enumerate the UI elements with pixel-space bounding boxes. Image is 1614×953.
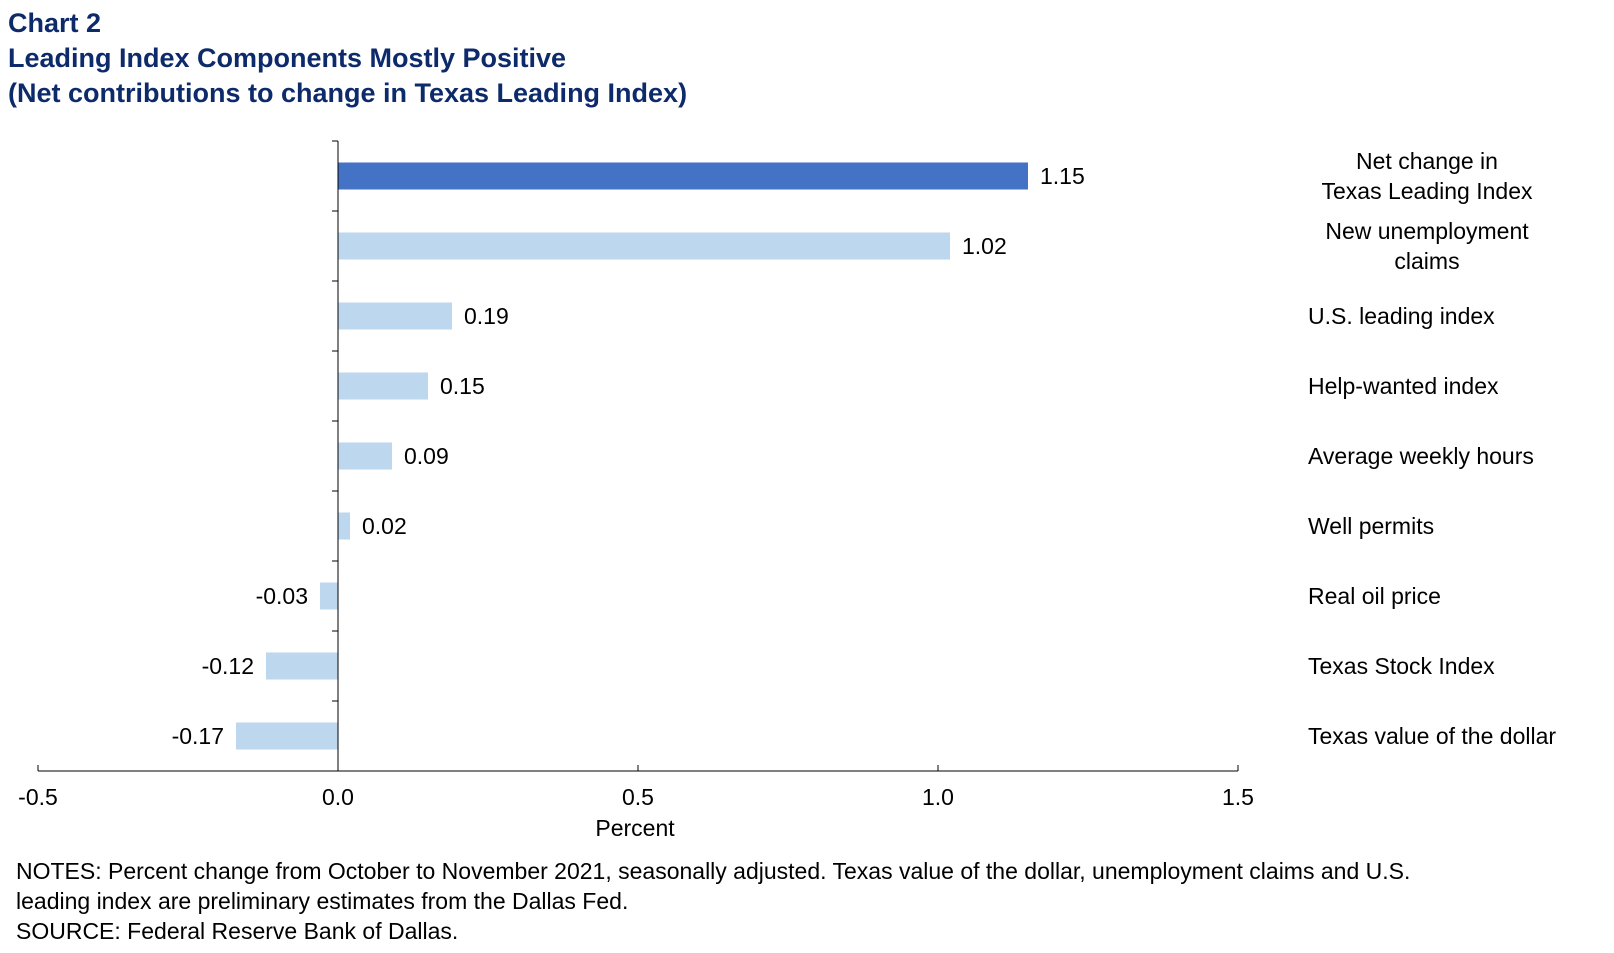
axis-layer: -0.5 0.0 0.5 1.0 1.5 (18, 140, 1254, 810)
bar-6 (320, 582, 338, 610)
data-label-6: -0.03 (256, 583, 308, 609)
category-label-line: Texas Leading Index (1322, 178, 1533, 204)
labels-layer: 1.15 Net change in Texas Leading Index 1.02… (172, 148, 1557, 749)
chart-number: Chart 2 (8, 8, 102, 38)
chart-title-block: Chart 2 Leading Index Components Mostly … (8, 6, 687, 111)
category-label-6: Real oil price (1308, 583, 1441, 609)
category-label-line: Real oil price (1308, 583, 1441, 609)
category-label-line: Texas Stock Index (1308, 653, 1495, 679)
category-label-3: Help-wanted index (1308, 373, 1499, 399)
category-label-line: Average weekly hours (1308, 443, 1534, 469)
notes-line-1: NOTES: Percent change from October to No… (16, 858, 1411, 884)
data-label-2: 0.19 (464, 303, 509, 329)
x-tick-label-3: 1.0 (922, 784, 954, 810)
x-tick-label-1: 0.0 (322, 784, 354, 810)
chart-subtitle: (Net contributions to change in Texas Le… (8, 78, 688, 108)
category-label-line: U.S. leading index (1308, 303, 1495, 329)
category-label-line: claims (1394, 248, 1459, 274)
data-label-4: 0.09 (404, 443, 449, 469)
notes-line-2: leading index are preliminary estimates … (16, 888, 629, 914)
data-label-8: -0.17 (172, 723, 224, 749)
category-label-8: Texas value of the dollar (1308, 723, 1556, 749)
chart-title: Leading Index Components Mostly Positive (8, 43, 567, 73)
bar-2 (338, 302, 452, 330)
data-label-5: 0.02 (362, 513, 407, 539)
data-label-3: 0.15 (440, 373, 485, 399)
data-label-7: -0.12 (202, 653, 254, 679)
bar-3 (338, 372, 428, 400)
bar-4 (338, 442, 392, 470)
x-axis-title: Percent (595, 815, 675, 841)
x-tick-label-0: -0.5 (18, 784, 58, 810)
category-label-line: Net change in (1356, 148, 1498, 174)
x-tick-label-2: 0.5 (622, 784, 654, 810)
data-label-0: 1.15 (1040, 163, 1085, 189)
bars-layer (236, 162, 1028, 750)
bar-5 (338, 512, 350, 540)
source-line: SOURCE: Federal Reserve Bank of Dallas. (16, 918, 459, 944)
notes-block: NOTES: Percent change from October to No… (16, 856, 1606, 946)
category-label-line: Well permits (1308, 513, 1434, 539)
category-label-line: Texas value of the dollar (1308, 723, 1556, 749)
bar-chart: -0.5 0.0 0.5 1.0 1.5 1.15 Net change in Texas … (18, 140, 1557, 841)
bar-0 (338, 162, 1028, 190)
category-label-line: New unemployment (1325, 218, 1529, 244)
category-label-5: Well permits (1308, 513, 1434, 539)
data-label-1: 1.02 (962, 233, 1007, 259)
category-label-1: New unemployment claims (1325, 218, 1529, 274)
x-tick-label-4: 1.5 (1222, 784, 1254, 810)
category-label-line: Help-wanted index (1308, 373, 1499, 399)
bar-1 (338, 232, 950, 260)
bar-8 (236, 722, 338, 750)
bar-7 (266, 652, 338, 680)
category-label-4: Average weekly hours (1308, 443, 1534, 469)
category-label-0: Net change in Texas Leading Index (1322, 148, 1533, 204)
category-label-2: U.S. leading index (1308, 303, 1495, 329)
category-label-7: Texas Stock Index (1308, 653, 1495, 679)
